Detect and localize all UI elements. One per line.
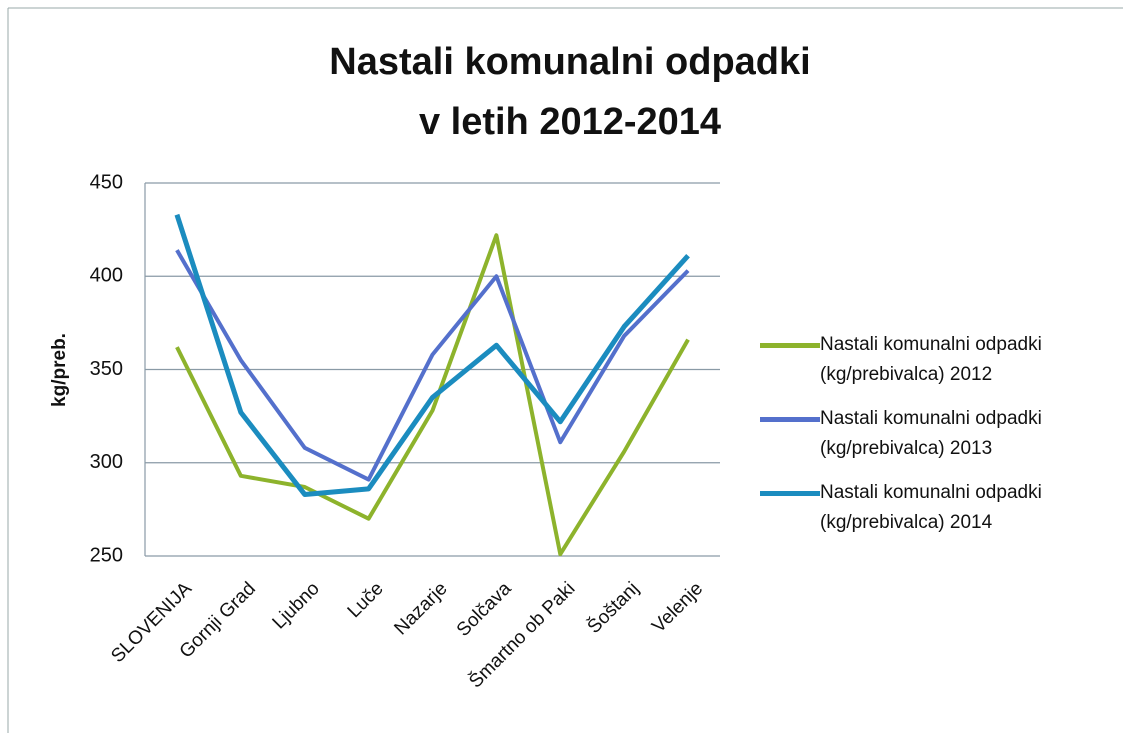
legend-swatch bbox=[760, 343, 820, 348]
x-tick-label: Nazarje bbox=[390, 578, 451, 639]
legend-entry: Nastali komunalni odpadki (kg/prebivalca… bbox=[760, 330, 1120, 390]
chart-title: Nastali komunalni odpadki bbox=[329, 41, 810, 83]
x-tick-label: Šmartno ob Paki bbox=[464, 578, 579, 693]
x-tick-label: Solčava bbox=[453, 578, 516, 641]
x-tick-label: Luče bbox=[344, 578, 388, 622]
legend-swatch bbox=[760, 491, 820, 496]
y-tick-label: 450 bbox=[90, 171, 123, 193]
series-line bbox=[174, 213, 690, 497]
legend-entry: Nastali komunalni odpadki (kg/prebivalca… bbox=[760, 478, 1120, 538]
series-line bbox=[175, 249, 690, 482]
series-line bbox=[175, 233, 690, 557]
legend: Nastali komunalni odpadki (kg/prebivalca… bbox=[760, 330, 1120, 552]
y-tick-label: 400 bbox=[90, 265, 123, 287]
legend-label: Nastali komunalni odpadki (kg/prebivalca… bbox=[820, 334, 1042, 385]
y-axis-label: kg/preb. bbox=[49, 333, 70, 407]
x-tick-label: Ljubno bbox=[269, 578, 324, 633]
x-tick-label: Velenje bbox=[648, 578, 707, 637]
y-tick-label: 350 bbox=[90, 358, 123, 380]
legend-swatch bbox=[760, 417, 820, 422]
chart-title: v letih 2012-2014 bbox=[419, 101, 721, 143]
legend-label: Nastali komunalni odpadki (kg/prebivalca… bbox=[820, 408, 1042, 459]
x-tick-label: Šoštanj bbox=[583, 578, 643, 638]
y-tick-label: 250 bbox=[90, 544, 123, 566]
y-tick-label: 300 bbox=[90, 451, 123, 473]
legend-entry: Nastali komunalni odpadki (kg/prebivalca… bbox=[760, 404, 1120, 464]
legend-label: Nastali komunalni odpadki (kg/prebivalca… bbox=[820, 482, 1042, 533]
